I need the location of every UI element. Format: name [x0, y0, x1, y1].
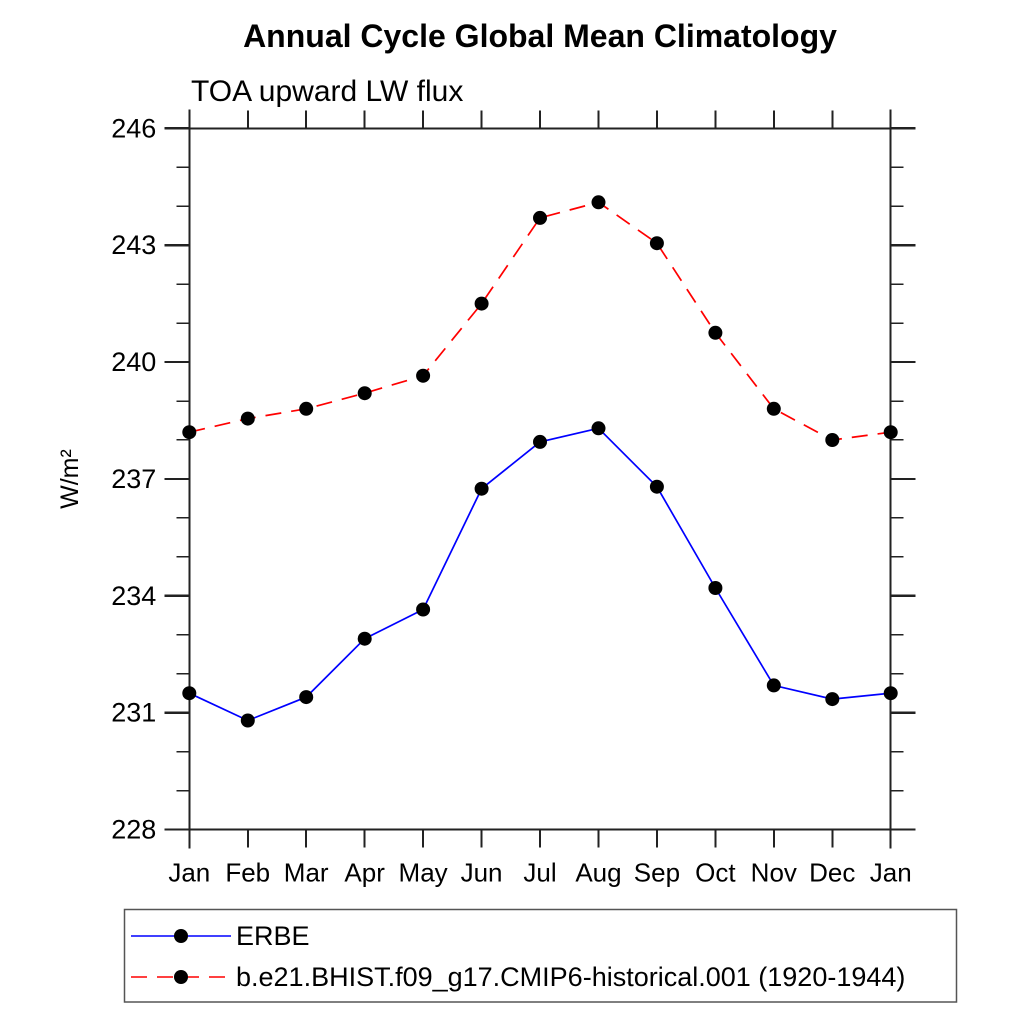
y-tick-label: 237 — [111, 464, 156, 494]
series-marker-0 — [708, 581, 723, 595]
x-tick-label: Oct — [695, 858, 736, 888]
y-tick-label: 243 — [111, 230, 156, 260]
x-tick-label: Jan — [870, 858, 912, 888]
series-marker-0 — [474, 481, 489, 496]
y-tick-label: 240 — [111, 347, 156, 377]
series-marker-1 — [766, 401, 781, 416]
series-marker-1 — [825, 433, 840, 447]
x-tick-label: May — [399, 858, 448, 888]
x-tick-label: Nov — [751, 858, 797, 888]
series-marker-1 — [649, 236, 664, 251]
x-tick-label: Jun — [461, 858, 503, 888]
legend-label-erbe: ERBE — [236, 921, 310, 951]
series-marker-1 — [240, 411, 255, 426]
series-marker-1 — [182, 425, 197, 440]
x-tick-label: Jan — [168, 858, 210, 888]
y-axis-label: W/m² — [56, 449, 84, 509]
legend-row-erbe: ERBE — [131, 921, 310, 951]
legend: ERBE b.e21.BHIST.f09_g17.CMIP6-historica… — [123, 908, 958, 1003]
series-marker-0 — [766, 678, 781, 693]
series-marker-1 — [416, 368, 431, 383]
series-marker-0 — [182, 686, 197, 701]
series-marker-0 — [416, 602, 431, 617]
series-marker-0 — [591, 421, 606, 436]
series-marker-0 — [825, 692, 840, 707]
plot-area: Jan Feb Mar Apr May Jun Jul Aug Sep Oct Nov Dec Jan 2… — [111, 109, 916, 888]
legend-label-model: b.e21.BHIST.f09_g17.CMIP6-historical.001… — [236, 962, 905, 992]
series-marker-0 — [533, 434, 547, 449]
series-line-1 — [189, 201, 891, 441]
series-marker-1 — [299, 401, 314, 416]
series-marker-1 — [474, 296, 489, 311]
series-line-0 — [188, 427, 891, 722]
y-tick-label: 234 — [111, 581, 156, 611]
y-tick-label: 228 — [111, 815, 156, 845]
legend-row-model: b.e21.BHIST.f09_g17.CMIP6-historical.001… — [131, 962, 905, 992]
x-tick-label: Sep — [634, 858, 680, 888]
chart-title: Annual Cycle Global Mean Climatology — [243, 18, 837, 54]
series-marker-1 — [591, 195, 606, 210]
x-tick-label: Mar — [284, 858, 329, 888]
x-tick-label: Dec — [809, 858, 855, 888]
series-marker-0 — [357, 631, 372, 646]
legend-marker-model — [174, 970, 188, 984]
series-marker-0 — [240, 713, 255, 728]
series-marker-1 — [883, 425, 898, 440]
series-marker-0 — [299, 690, 314, 705]
x-tick-label: Jul — [523, 858, 556, 888]
x-tick-label: Apr — [344, 858, 385, 888]
x-tick-label: Feb — [225, 858, 270, 888]
series-marker-1 — [708, 325, 723, 340]
series-marker-1 — [533, 210, 547, 225]
series-marker-0 — [883, 686, 898, 701]
series-marker-1 — [357, 386, 372, 401]
y-tick-label: 231 — [111, 698, 156, 728]
chart-subtitle: TOA upward LW flux — [191, 75, 463, 108]
legend-box — [123, 908, 958, 1003]
y-tick-label: 246 — [111, 113, 156, 143]
x-tick-label: Aug — [575, 858, 621, 888]
legend-marker-erbe — [174, 929, 188, 943]
series-marker-0 — [649, 479, 664, 494]
